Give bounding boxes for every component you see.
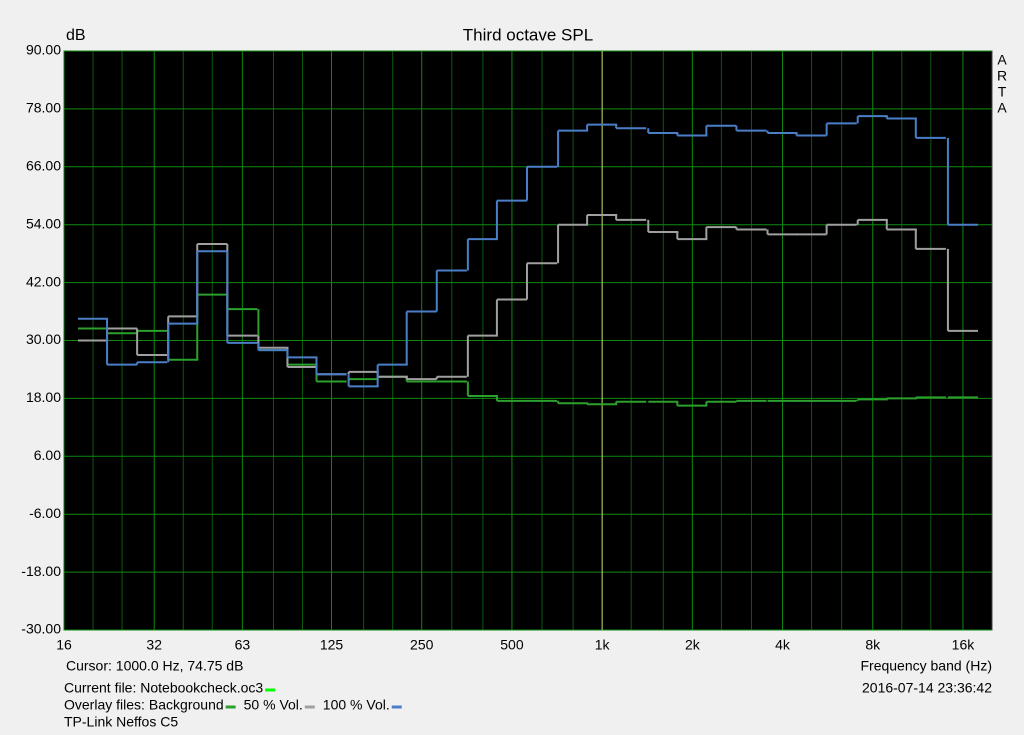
y-tick-label: 18.00	[26, 389, 61, 405]
legend-label: 100 % Vol.	[323, 697, 390, 713]
side-label: T	[998, 84, 1007, 100]
overlay-label: Overlay files:	[64, 697, 145, 713]
y-tick-label: 90.00	[26, 42, 61, 58]
cursor-readout: Cursor: 1000.0 Hz, 74.75 dB	[66, 658, 243, 674]
x-tick-label: 125	[320, 637, 344, 653]
x-tick-label: 63	[235, 637, 251, 653]
x-tick-label: 4k	[775, 637, 791, 653]
x-tick-label: 16	[56, 637, 72, 653]
side-label: A	[997, 100, 1007, 116]
y-tick-label: -18.00	[21, 563, 61, 579]
x-tick-label: 1k	[595, 637, 611, 653]
current-file: Current file: Notebookcheck.oc3	[64, 680, 263, 696]
y-tick-label: 78.00	[26, 100, 61, 116]
y-unit: dB	[66, 27, 86, 44]
side-label: R	[997, 68, 1007, 84]
x-tick-label: 32	[146, 637, 162, 653]
y-tick-label: 30.00	[26, 331, 61, 347]
x-tick-label: 2k	[685, 637, 701, 653]
x-tick-label: 250	[410, 637, 434, 653]
x-tick-label: 500	[500, 637, 524, 653]
x-tick-label: 8k	[865, 637, 881, 653]
x-tick-label: 16k	[952, 637, 976, 653]
footer: TP-Link Neffos C5	[64, 714, 178, 730]
y-tick-label: 6.00	[34, 447, 61, 463]
chart-title: Third octave SPL	[463, 25, 593, 44]
y-tick-label: 54.00	[26, 215, 61, 231]
y-tick-label: -6.00	[29, 505, 61, 521]
y-tick-label: 66.00	[26, 158, 61, 174]
x-axis-label: Frequency band (Hz)	[860, 658, 992, 674]
side-label: A	[997, 52, 1007, 68]
legend-label: 50 % Vol.	[244, 697, 303, 713]
legend-label: Background	[149, 697, 224, 713]
y-tick-label: 42.00	[26, 273, 61, 289]
timestamp: 2016-07-14 23:36:42	[862, 680, 992, 696]
y-tick-label: -30.00	[21, 621, 61, 637]
step-connector	[106, 116, 949, 387]
